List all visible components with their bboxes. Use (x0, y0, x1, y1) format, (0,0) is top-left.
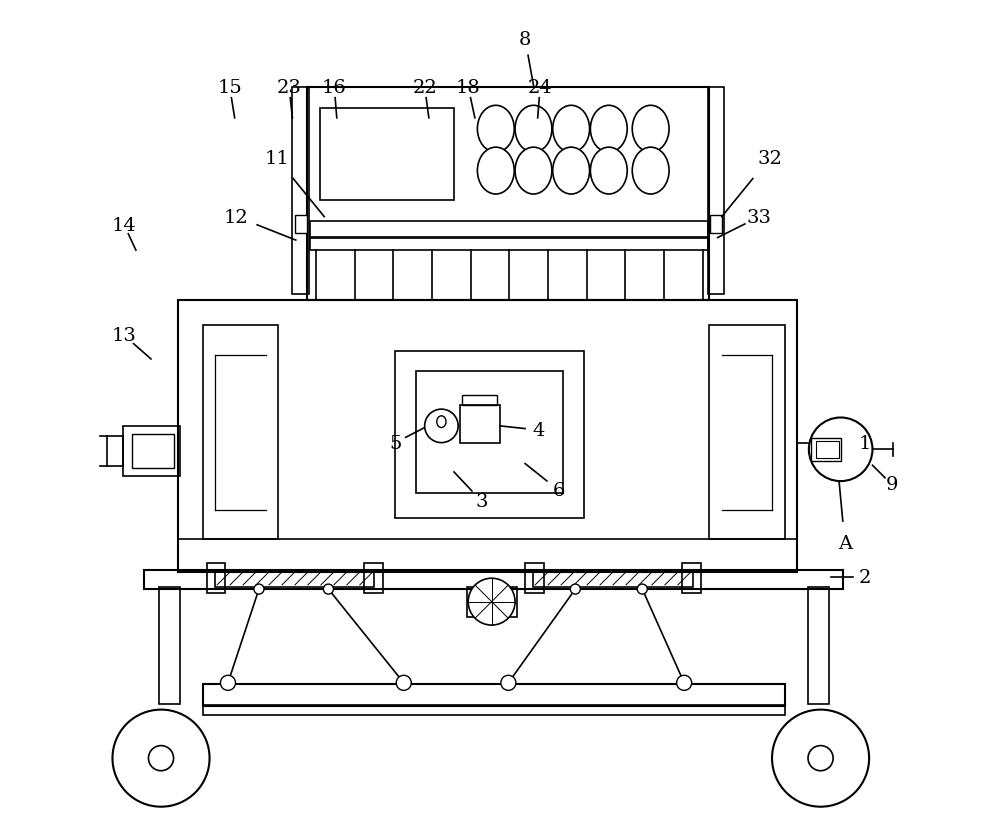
Circle shape (637, 584, 647, 594)
Ellipse shape (590, 148, 627, 195)
Text: 1: 1 (859, 434, 871, 452)
Text: 18: 18 (456, 79, 481, 97)
Ellipse shape (477, 148, 514, 195)
Bar (215, 570, 374, 587)
Bar (710, 216, 722, 234)
Circle shape (112, 710, 210, 807)
Text: 5: 5 (389, 434, 402, 452)
Bar (320, 109, 454, 201)
Text: 4: 4 (532, 421, 545, 440)
Text: 6: 6 (552, 482, 565, 500)
Text: 24: 24 (528, 79, 553, 97)
Bar (310, 237, 708, 251)
Text: 2: 2 (859, 568, 871, 586)
Ellipse shape (632, 106, 669, 153)
Circle shape (501, 675, 516, 691)
Bar (123, 426, 180, 477)
Ellipse shape (477, 106, 514, 153)
Bar (709, 326, 785, 539)
Bar (207, 563, 225, 594)
Bar (467, 587, 517, 617)
Circle shape (220, 675, 236, 691)
Circle shape (677, 675, 692, 691)
Ellipse shape (553, 106, 590, 153)
Text: 13: 13 (112, 327, 137, 345)
Circle shape (468, 579, 515, 625)
Bar (525, 563, 544, 594)
Text: 23: 23 (277, 79, 302, 97)
Bar (811, 438, 841, 461)
Text: 12: 12 (224, 208, 249, 227)
Bar (295, 216, 307, 234)
Bar (364, 563, 383, 594)
Bar (159, 587, 180, 704)
Text: 3: 3 (475, 492, 488, 511)
Text: 14: 14 (112, 217, 137, 235)
Ellipse shape (553, 148, 590, 195)
Text: 22: 22 (412, 79, 437, 97)
Circle shape (808, 746, 833, 771)
Bar (203, 326, 278, 539)
Text: 15: 15 (217, 79, 242, 97)
Bar (203, 705, 785, 715)
Circle shape (254, 584, 264, 594)
Bar (144, 570, 843, 589)
Ellipse shape (437, 416, 446, 428)
Bar (292, 88, 309, 294)
Bar (808, 587, 829, 704)
Bar (310, 222, 708, 238)
Circle shape (809, 418, 872, 482)
Ellipse shape (515, 148, 552, 195)
Bar (682, 563, 701, 594)
Ellipse shape (515, 106, 552, 153)
Circle shape (570, 584, 580, 594)
Bar (307, 88, 709, 301)
Bar (107, 436, 123, 466)
Bar (708, 88, 724, 294)
Text: 9: 9 (885, 476, 898, 494)
Bar (816, 441, 839, 458)
Circle shape (323, 584, 333, 594)
Circle shape (772, 710, 869, 807)
Circle shape (148, 746, 174, 771)
Text: 11: 11 (264, 150, 289, 168)
Bar (178, 301, 797, 573)
Text: 32: 32 (757, 150, 782, 168)
Bar (203, 684, 785, 706)
Bar (460, 405, 500, 443)
Bar (132, 435, 174, 468)
Ellipse shape (632, 148, 669, 195)
Bar (462, 395, 497, 405)
Text: A: A (838, 534, 852, 553)
Ellipse shape (590, 106, 627, 153)
Bar (395, 351, 584, 518)
Circle shape (425, 410, 458, 443)
Circle shape (396, 675, 411, 691)
Bar (416, 372, 563, 493)
Bar (533, 570, 693, 587)
Text: 8: 8 (519, 31, 531, 49)
Text: 16: 16 (322, 79, 347, 97)
Text: 33: 33 (747, 208, 772, 227)
